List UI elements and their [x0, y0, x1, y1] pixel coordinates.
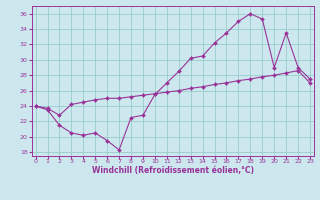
X-axis label: Windchill (Refroidissement éolien,°C): Windchill (Refroidissement éolien,°C)	[92, 166, 254, 175]
